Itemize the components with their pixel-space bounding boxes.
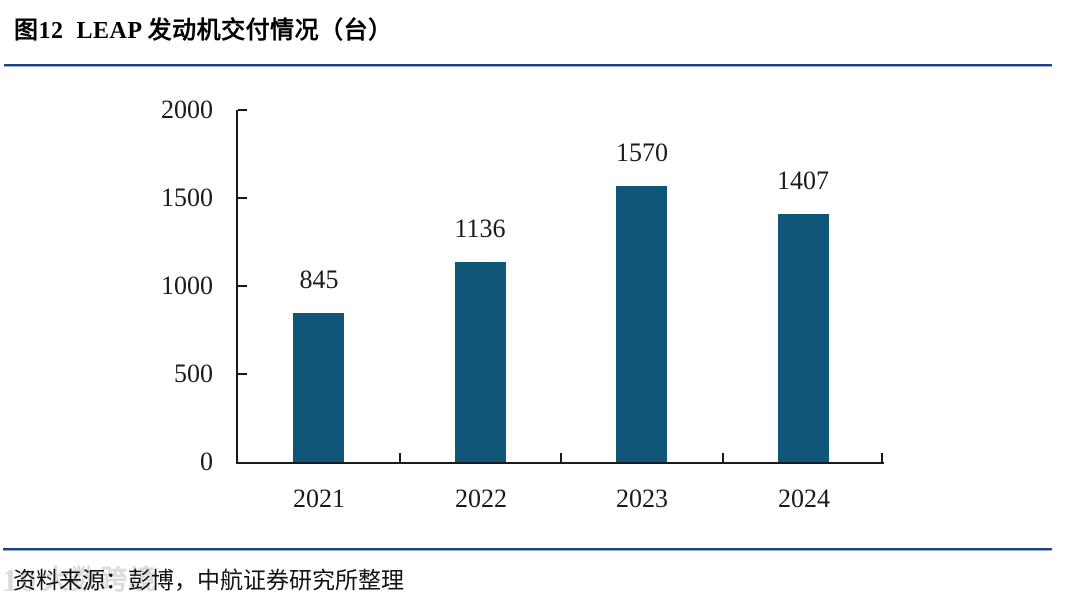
- x-category-label: 2024: [778, 484, 830, 513]
- bar-value-label: 1136: [454, 214, 506, 243]
- bar-chart: 0 500 1000 1500 2000 845 2021 1136 2022 1570 2023 1…: [0, 72, 1080, 542]
- y-tick-label: 2000: [161, 95, 213, 124]
- watermark: 10 大数跨境: [2, 564, 158, 596]
- watermark-logo-icon: 10: [2, 562, 38, 598]
- x-tick-mark: [560, 453, 562, 462]
- watermark-text: 大数跨境: [42, 565, 158, 595]
- figure-title: 图12 LEAP 发动机交付情况（台）: [14, 18, 393, 44]
- y-tick-mark: [238, 285, 247, 287]
- y-tick-mark: [238, 373, 247, 375]
- bar-value-label: 845: [299, 265, 339, 294]
- footer-divider: [3, 548, 1052, 551]
- x-axis-line: [236, 462, 884, 464]
- x-tick-mark: [722, 453, 724, 462]
- bar: [616, 186, 667, 462]
- bar: [293, 313, 344, 462]
- title-divider: [4, 64, 1052, 67]
- y-tick-label: 1500: [161, 183, 213, 212]
- y-tick-label: 500: [174, 359, 213, 388]
- y-tick-mark: [238, 197, 247, 199]
- x-category-label: 2022: [455, 484, 507, 513]
- x-category-label: 2023: [616, 484, 668, 513]
- y-tick-label: 0: [200, 447, 213, 476]
- bar: [455, 262, 506, 462]
- bar-value-label: 1570: [616, 138, 668, 167]
- bar-value-label: 1407: [777, 166, 829, 195]
- source-note: 资料来源：彭博，中航证券研究所整理: [13, 568, 404, 593]
- y-axis-line: [236, 110, 238, 464]
- bar: [778, 214, 829, 462]
- y-tick-label: 1000: [161, 271, 213, 300]
- x-tick-mark: [399, 453, 401, 462]
- y-tick-mark: [238, 109, 247, 111]
- x-category-label: 2021: [293, 484, 345, 513]
- x-tick-mark: [881, 453, 883, 462]
